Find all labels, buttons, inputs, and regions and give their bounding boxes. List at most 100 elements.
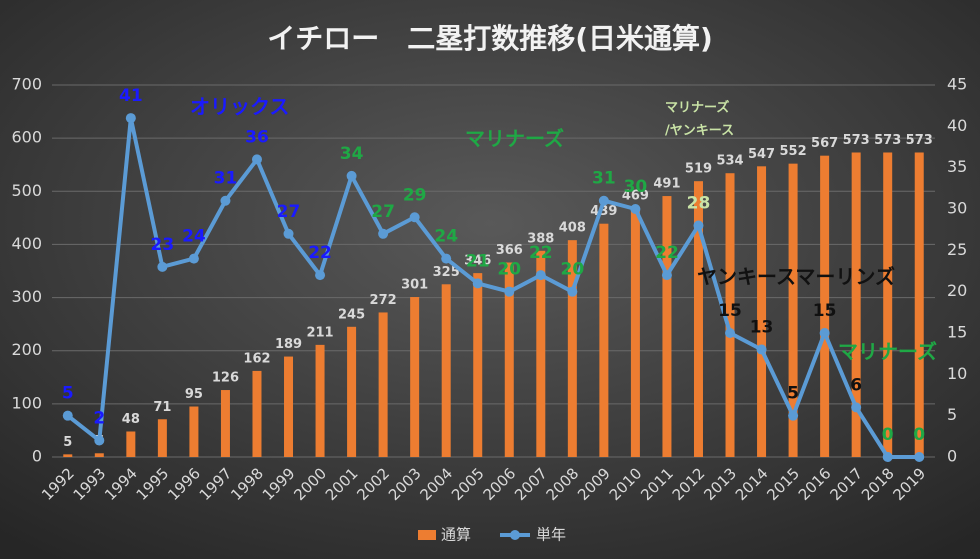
bar-value-label: 301 <box>401 278 428 293</box>
bar-value-label: 469 <box>622 188 649 203</box>
bar <box>315 344 325 457</box>
bar-value-label: 408 <box>559 221 586 236</box>
line-value-label: 28 <box>687 194 711 214</box>
line-value-label: 34 <box>340 144 364 164</box>
line-value-label: 22 <box>655 243 679 263</box>
bar <box>126 431 136 457</box>
y-tick-label: 500 <box>11 181 42 200</box>
line-value-label: 31 <box>214 169 238 189</box>
y-tick-label: 0 <box>32 447 42 466</box>
bar-value-label: 5 <box>63 435 72 450</box>
bar <box>441 284 451 457</box>
line-value-label: 22 <box>529 243 553 263</box>
bar <box>536 250 546 457</box>
bar-value-label: 95 <box>185 387 203 402</box>
bar <box>347 326 357 457</box>
annotation: ヤンキースマーリンズ <box>697 265 895 289</box>
line-marker <box>220 195 231 206</box>
bar-value-label: 325 <box>433 265 460 280</box>
line-value-label: 15 <box>813 301 837 321</box>
bar-value-label: 245 <box>338 307 365 322</box>
line-marker <box>315 270 326 281</box>
line-value-label: 22 <box>308 243 332 263</box>
line-marker <box>756 344 767 355</box>
bar <box>284 356 294 457</box>
y-tick-label: 700 <box>11 75 42 94</box>
bar <box>820 155 830 457</box>
legend-label: 単年 <box>536 526 566 544</box>
line-value-label: 24 <box>434 227 458 247</box>
line-marker <box>693 220 704 231</box>
y2-tick-label: 15 <box>947 323 967 342</box>
line-marker <box>125 113 136 124</box>
line-value-label: 5 <box>787 384 799 404</box>
bar-value-label: 162 <box>243 351 270 366</box>
line-marker <box>346 170 357 181</box>
line-marker <box>788 410 799 421</box>
line-marker <box>535 270 546 281</box>
y2-tick-label: 20 <box>947 281 967 300</box>
line <box>66 116 920 459</box>
annotation: マリナーズ <box>465 127 564 151</box>
line-value-label: 36 <box>245 127 269 147</box>
line-marker <box>378 228 389 239</box>
bar-value-label: 346 <box>464 254 491 269</box>
line-marker <box>630 204 641 214</box>
line-marker <box>661 270 672 281</box>
line-marker <box>819 328 830 338</box>
line-value-label: 0 <box>913 425 925 445</box>
y2-tick-label: 0 <box>947 447 957 466</box>
line-marker <box>409 212 420 223</box>
bar <box>851 152 861 457</box>
bar-value-label: 573 <box>874 133 901 148</box>
chart-title: イチロー 二塁打数推移(日米通算) <box>267 22 713 55</box>
bar-value-label: 48 <box>122 412 140 427</box>
bar <box>220 390 230 457</box>
line-marker <box>598 195 609 206</box>
line-value-label: 23 <box>151 235 175 255</box>
y2-tick-label: 10 <box>947 364 967 383</box>
y-tick-label: 400 <box>11 234 42 253</box>
bar <box>883 152 893 457</box>
bar-value-label: 388 <box>527 231 554 246</box>
bar <box>189 406 199 457</box>
line-marker <box>914 452 925 462</box>
bar-value-label: 211 <box>306 325 333 340</box>
bar <box>788 163 798 457</box>
line-value-label: 15 <box>718 301 742 321</box>
bar-value-label: 126 <box>212 371 239 386</box>
line-marker <box>62 410 73 421</box>
y-tick-label: 600 <box>11 128 42 147</box>
bar-value-label: 573 <box>906 133 933 148</box>
line-marker <box>567 286 578 297</box>
bar <box>252 370 262 457</box>
legend-label: 通算 <box>441 526 471 544</box>
bar <box>473 273 483 457</box>
line-value-label: 13 <box>750 318 774 338</box>
bar <box>504 262 514 457</box>
bar <box>410 297 420 457</box>
line-value-label: 29 <box>403 185 427 205</box>
legend-swatch <box>418 530 436 540</box>
bar <box>567 240 577 457</box>
y-tick-label: 300 <box>11 287 42 306</box>
y-tick-label: 100 <box>11 393 42 412</box>
bar-value-label: 534 <box>716 154 743 169</box>
line-marker <box>725 328 736 338</box>
line-value-label: 2 <box>93 408 105 428</box>
line-marker <box>283 228 294 239</box>
line-value-label: 21 <box>466 251 490 271</box>
bar-value-label: 519 <box>685 162 712 177</box>
line-value-label: 20 <box>561 260 585 280</box>
line-value-label: 6 <box>850 375 862 395</box>
y-tick-label: 200 <box>11 340 42 359</box>
y2-tick-label: 30 <box>947 199 967 218</box>
line-value-label: 27 <box>277 202 301 222</box>
y2-tick-label: 25 <box>947 240 967 259</box>
y2-tick-label: 40 <box>947 116 967 135</box>
bar <box>914 152 924 457</box>
bar <box>599 223 609 457</box>
bar-value-label: 491 <box>653 177 680 192</box>
